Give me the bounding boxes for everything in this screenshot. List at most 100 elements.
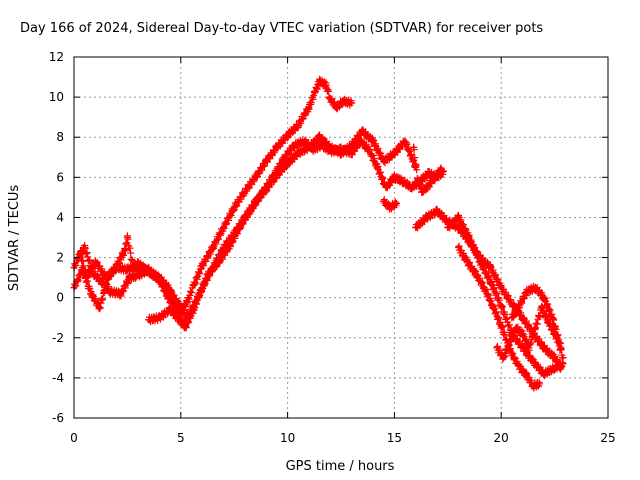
data-point [487,264,495,272]
data-point [476,258,484,266]
data-point [536,380,544,388]
data-point [356,137,364,145]
y-tick-label: -4 [52,371,64,385]
series-trace-9 [454,242,544,392]
data-point [175,300,183,308]
data-point [241,187,249,195]
data-point [121,246,129,254]
data-point [123,266,131,274]
data-point [544,318,552,326]
series-trace-11 [508,282,565,352]
data-point [489,302,497,310]
data-point [166,290,174,298]
series-trace-3 [74,136,448,323]
data-point [422,213,430,221]
data-point [463,258,471,266]
data-point [337,145,345,153]
x-tick-label: 5 [177,431,185,445]
data-point [497,302,505,310]
data-point [551,354,559,362]
data-point [305,103,313,111]
y-tick-label: 10 [49,90,64,104]
data-point [318,141,326,149]
data-point [514,362,522,370]
data-point [155,276,163,284]
data-point [390,173,398,181]
data-point [472,270,480,278]
data-point [454,244,462,252]
data-point [508,300,516,308]
data-point [145,316,153,324]
data-point [514,304,522,312]
data-point [519,344,527,352]
data-point [326,95,334,103]
data-point [431,173,439,181]
data-point [226,242,234,250]
data-point [487,278,495,286]
data-point [523,372,531,380]
data-point [493,344,501,352]
data-point [548,314,556,322]
data-point [123,234,131,241]
data-point [529,382,537,390]
data-point [81,244,89,252]
data-point [237,221,245,229]
data-point [316,77,324,85]
data-point [380,157,388,165]
grid [74,57,608,418]
data-point [333,103,341,111]
y-tick-label: -6 [52,411,64,425]
data-point [215,258,223,266]
data-point [290,141,298,149]
data-point [89,270,97,278]
series-trace-10 [493,302,567,363]
data-point [301,137,309,145]
data-point [557,344,565,352]
data-point [399,177,407,185]
data-point [79,266,87,274]
data-point [497,322,505,330]
ticks: 0 5 10 15 20 25 -6 -4 -2 0 2 4 6 8 10 12 [49,50,616,445]
data-point [91,258,99,266]
data-point [205,270,213,278]
data-point [499,354,507,362]
data-point [183,298,191,306]
data-point [98,278,106,286]
data-point [540,344,548,352]
data-point [444,223,452,231]
data-point [262,157,270,165]
data-point [348,149,356,157]
y-tick-label: 6 [56,170,64,184]
data-point [465,234,473,241]
data-point [386,203,394,211]
data-point [365,145,373,153]
data-point [177,318,185,326]
y-tick-label: 8 [56,130,64,144]
data-point [506,338,514,346]
y-tick-label: -2 [52,331,64,345]
data-point [87,290,95,298]
data-point [258,189,266,197]
data-point [369,137,377,145]
x-tick-label: 25 [600,431,615,445]
y-tick-label: 0 [56,291,64,305]
data-point [309,145,317,153]
data-point [126,274,134,282]
data-point [401,137,409,145]
data-point [425,169,433,177]
data-point [166,306,174,314]
x-tick-label: 15 [387,431,402,445]
x-tick-label: 0 [70,431,78,445]
data-point [410,143,418,151]
data-point [155,314,163,322]
data-point [294,121,302,129]
data-point [311,87,319,95]
data-point [433,207,441,215]
data-point [540,294,548,302]
data-point [519,314,527,322]
data-point [519,330,527,338]
data-point [393,199,401,207]
data-point [181,322,189,330]
data-point [117,290,125,298]
